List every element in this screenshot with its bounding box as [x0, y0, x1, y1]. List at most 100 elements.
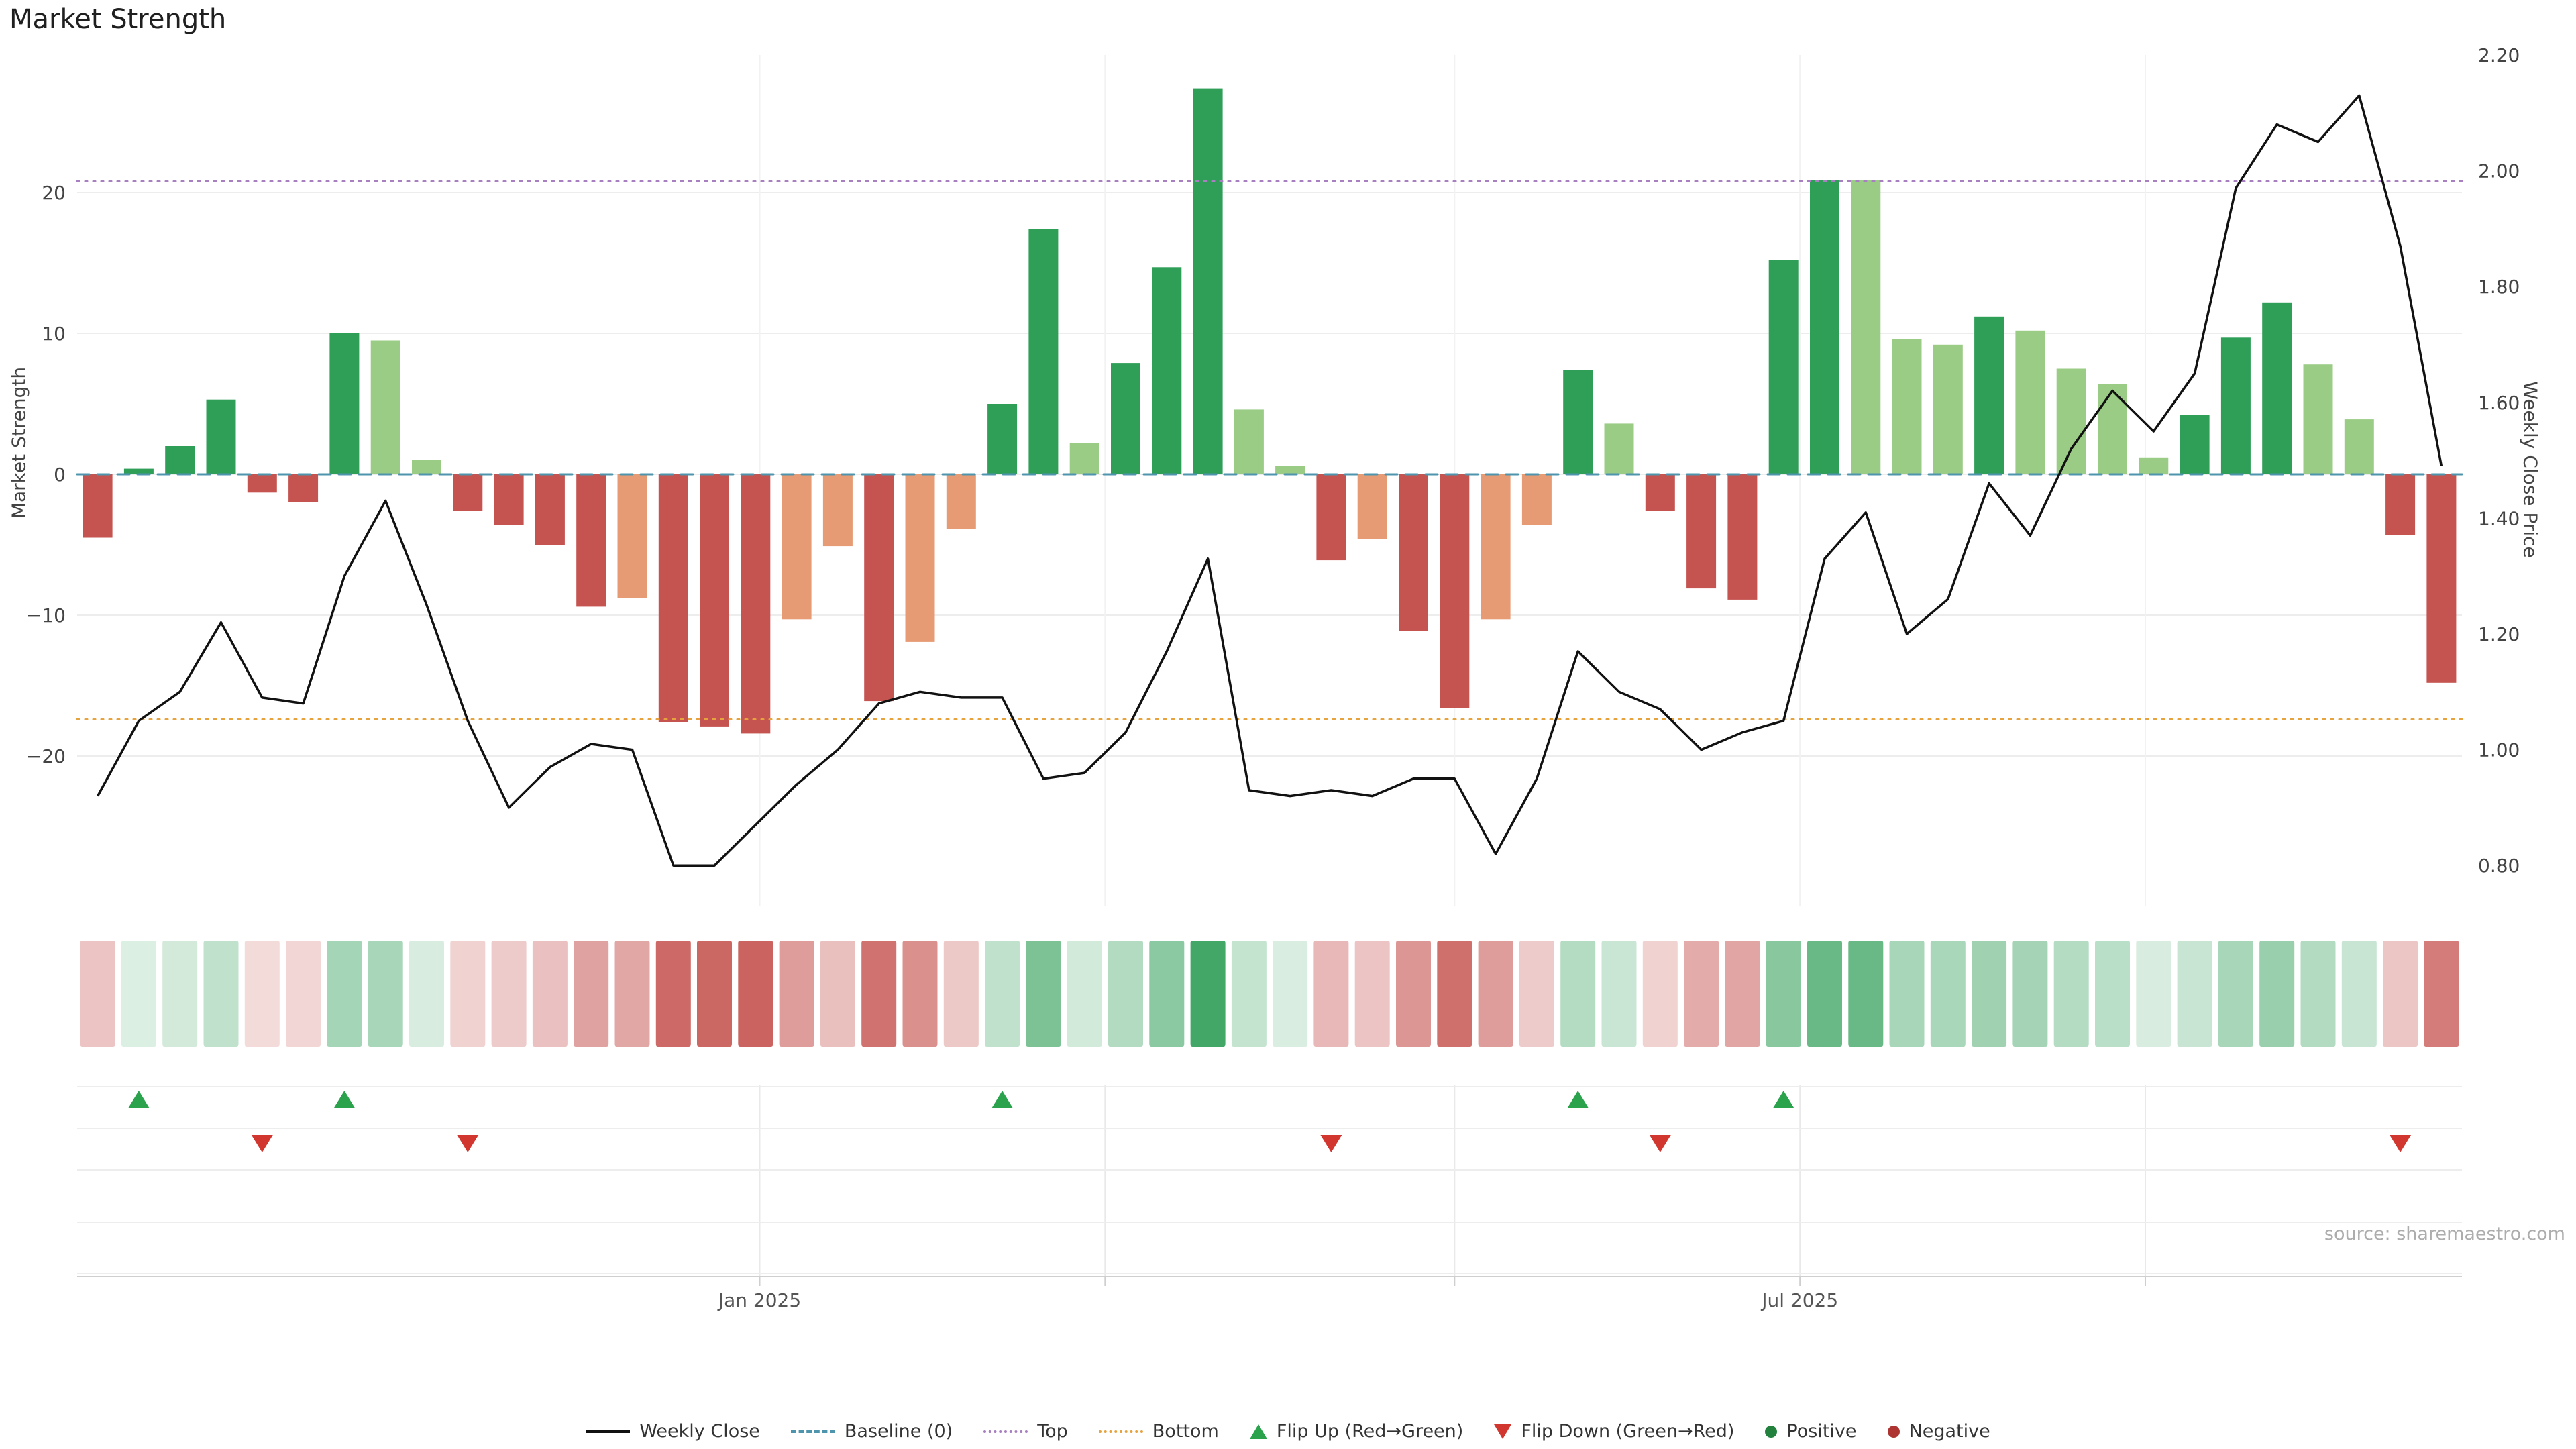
heatmap-cell — [1190, 941, 1226, 1046]
flip-down-marker — [1320, 1135, 1342, 1152]
strength-bar — [2303, 364, 2333, 474]
strength-bar — [782, 474, 812, 620]
right-axis-tick: 1.80 — [2478, 276, 2520, 298]
strength-bar — [2015, 330, 2045, 474]
strength-bar — [123, 468, 154, 474]
heatmap-cell — [1149, 941, 1185, 1046]
legend-label: Top — [1037, 1421, 1068, 1442]
heatmap-cell — [1766, 941, 1801, 1046]
heatmap-cell — [2053, 941, 2089, 1046]
x-axis: Jan 2025 Jul 2025 — [77, 1222, 2462, 1311]
heatmap-cell — [162, 941, 198, 1046]
legend-item: Flip Up (Red→Green) — [1249, 1421, 1463, 1442]
heatmap-cell — [491, 941, 527, 1046]
heatmap-cell — [1519, 941, 1554, 1046]
strength-bar — [946, 474, 976, 529]
strength-bar — [288, 474, 319, 502]
strength-bar — [329, 333, 360, 474]
legend-item: Positive — [1765, 1421, 1857, 1442]
flip-up-marker — [333, 1091, 356, 1108]
flip-up-marker — [127, 1091, 150, 1108]
heatmap-cell — [450, 941, 486, 1046]
strength-bar — [1645, 474, 1675, 511]
heatmap-cell — [2012, 941, 2048, 1046]
heatmap-cell — [1354, 941, 1390, 1046]
left-axis-tick: 10 — [42, 323, 66, 345]
heatmap-cell — [121, 941, 156, 1046]
heatmap-cell — [861, 941, 897, 1046]
heatmap-cell — [738, 941, 773, 1046]
strength-bar — [1069, 443, 1099, 474]
heatmap-cell — [1684, 941, 1719, 1046]
strength-bar — [1727, 474, 1758, 600]
heatmap-cell — [2259, 941, 2295, 1046]
strength-bar — [1974, 316, 2004, 474]
strength-bar — [617, 474, 647, 598]
heatmap-strip — [80, 941, 2459, 1046]
legend-item: Bottom — [1098, 1421, 1219, 1442]
heatmap-cell — [779, 941, 814, 1046]
heatmap-cell — [2136, 941, 2171, 1046]
heatmap-cell — [1273, 941, 1308, 1046]
triangle-up-icon — [1249, 1424, 1267, 1439]
heatmap-cell — [1026, 941, 1061, 1046]
heatmap-cell — [1067, 941, 1102, 1046]
legend-item: Weekly Close — [586, 1421, 760, 1442]
heatmap-cell — [574, 941, 609, 1046]
left-axis-tick: 20 — [42, 182, 66, 204]
flip-up-marker — [991, 1091, 1014, 1108]
heatmap-cell — [902, 941, 938, 1046]
heatmap-cell — [1560, 941, 1596, 1046]
strength-bar — [1357, 474, 1387, 539]
strength-bar — [1933, 344, 1963, 474]
right-axis-tick: 1.60 — [2478, 392, 2520, 414]
right-axis-tick: 1.40 — [2478, 507, 2520, 529]
strength-bar — [1768, 260, 1799, 474]
heatmap-cell — [1930, 941, 1966, 1046]
dot-icon — [1887, 1425, 1900, 1438]
strength-bar — [83, 474, 113, 538]
strength-bar — [1028, 229, 1059, 474]
heatmap-cell — [2095, 941, 2130, 1046]
strength-bar — [1275, 466, 1305, 474]
right-axis-tick: 1.20 — [2478, 623, 2520, 645]
legend-item: Baseline (0) — [790, 1421, 953, 1442]
strength-bar — [987, 404, 1018, 474]
heatmap-cell — [1231, 941, 1267, 1046]
heatmap-cell — [2300, 941, 2336, 1046]
dot-icon — [1765, 1425, 1778, 1438]
heatmap-cell — [697, 941, 732, 1046]
flip-marker-zone — [77, 1086, 2462, 1171]
strength-bar — [2426, 474, 2457, 683]
strength-bar — [658, 474, 688, 722]
strength-bar — [494, 474, 524, 525]
heatmap-cell — [327, 941, 362, 1046]
strength-bar — [1152, 267, 1182, 474]
flip-up-marker — [1567, 1091, 1589, 1108]
right-axis-tick: 0.80 — [2478, 855, 2520, 877]
heatmap-cell — [286, 941, 321, 1046]
strength-bar — [453, 474, 483, 511]
heatmap-cell — [655, 941, 691, 1046]
flip-up-marker — [1772, 1091, 1794, 1108]
heatmap-cell — [943, 941, 979, 1046]
strength-bar — [2262, 302, 2292, 474]
heatmap-cell — [80, 941, 115, 1046]
heatmap-cell — [532, 941, 568, 1046]
strength-bar — [1399, 474, 1428, 631]
x-axis-tick: Jan 2025 — [717, 1289, 801, 1311]
triangle-down-icon — [1494, 1424, 1512, 1439]
legend-label: Bottom — [1152, 1421, 1219, 1442]
strength-bar — [2344, 419, 2374, 474]
strength-bar — [2220, 337, 2251, 474]
left-axis-tick: −10 — [26, 604, 66, 627]
heatmap-cell — [1108, 941, 1143, 1046]
heatmap-cell — [1601, 941, 1637, 1046]
heatmap-cell — [2383, 941, 2418, 1046]
heatmap-cell — [1848, 941, 1884, 1046]
legend-label: Baseline (0) — [844, 1421, 953, 1442]
heatmap-cell — [244, 941, 280, 1046]
strength-bar — [1563, 370, 1593, 474]
left-axis-tick: 0 — [54, 464, 66, 486]
